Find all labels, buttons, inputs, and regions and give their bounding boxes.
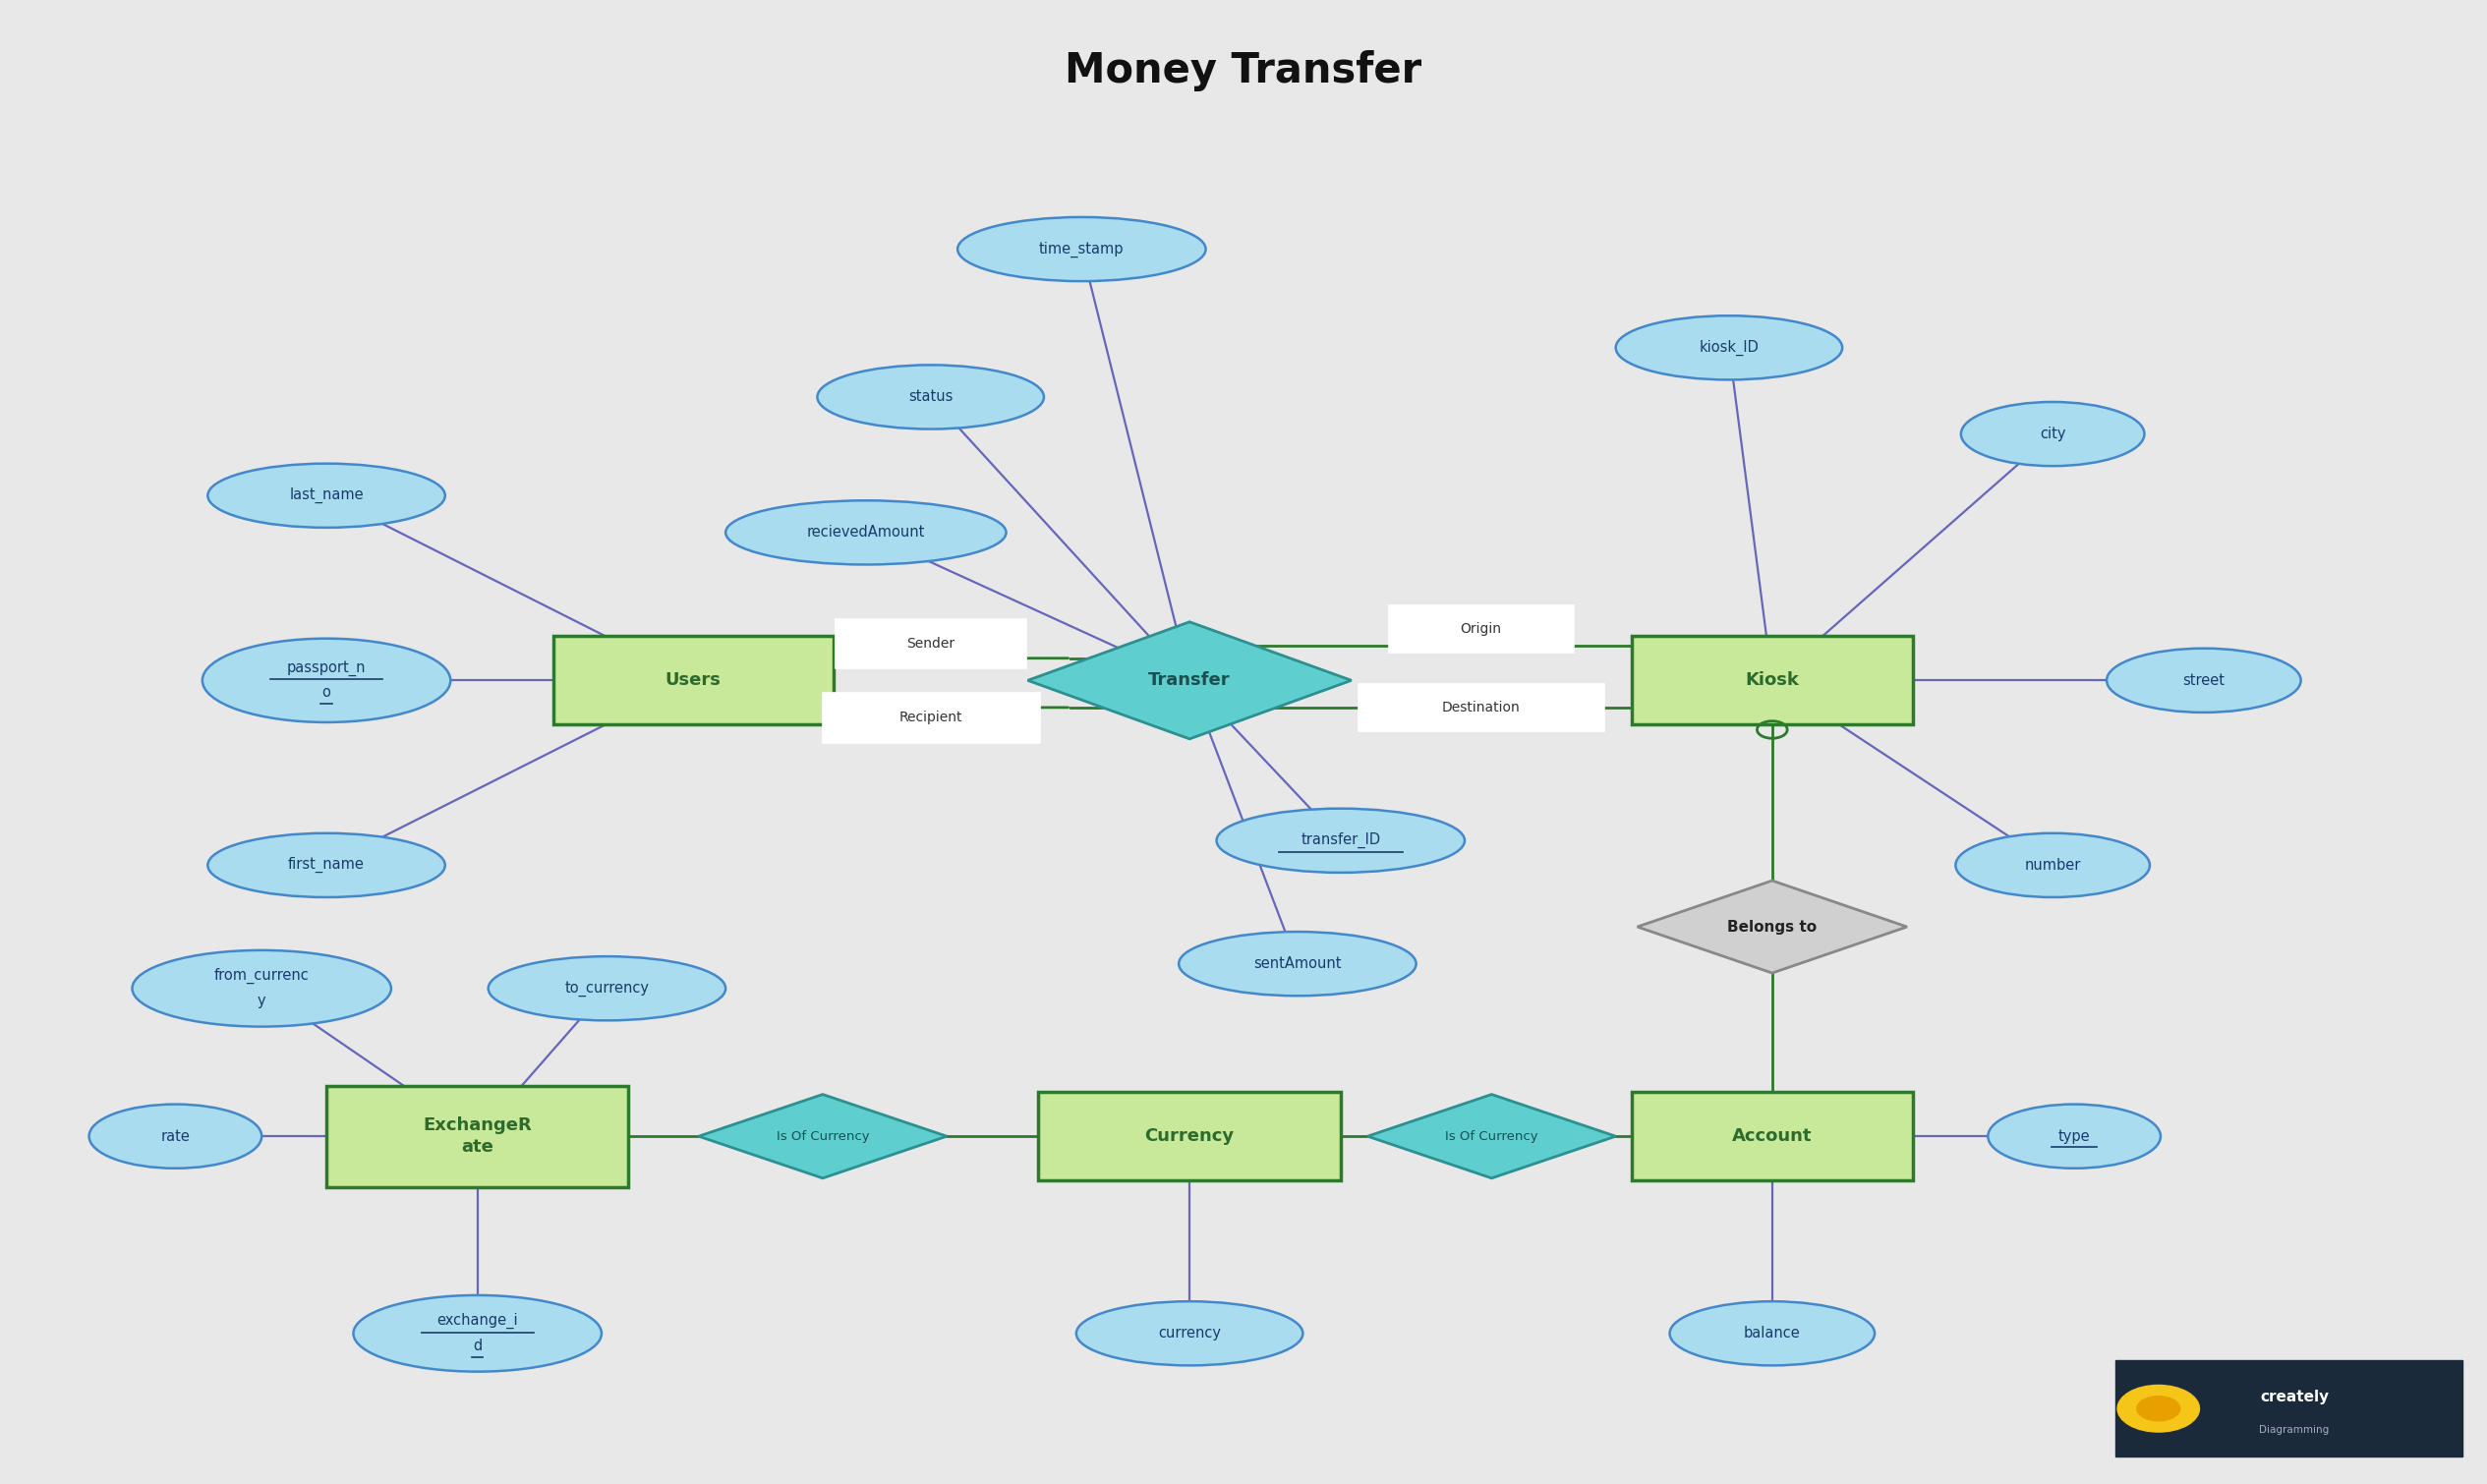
Polygon shape	[1368, 1094, 1617, 1178]
FancyBboxPatch shape	[2116, 1361, 2462, 1457]
Ellipse shape	[818, 365, 1045, 429]
Ellipse shape	[2106, 649, 2300, 712]
FancyBboxPatch shape	[1358, 684, 1604, 732]
Ellipse shape	[726, 500, 1007, 564]
Text: Transfer: Transfer	[1149, 672, 1231, 689]
Text: recievedAmount: recievedAmount	[806, 525, 925, 540]
Text: number: number	[2024, 858, 2082, 873]
Text: Sender: Sender	[905, 637, 955, 650]
Text: street: street	[2184, 674, 2226, 687]
FancyBboxPatch shape	[1040, 1092, 1340, 1181]
Text: time_stamp: time_stamp	[1040, 242, 1124, 257]
Ellipse shape	[132, 950, 390, 1027]
Ellipse shape	[1669, 1301, 1875, 1365]
Text: status: status	[908, 390, 953, 404]
Ellipse shape	[1955, 833, 2149, 898]
Ellipse shape	[209, 833, 445, 898]
Text: Recipient: Recipient	[898, 711, 962, 724]
Ellipse shape	[209, 463, 445, 528]
Text: last_name: last_name	[288, 488, 363, 503]
Ellipse shape	[1987, 1104, 2161, 1168]
Text: city: city	[2039, 426, 2067, 441]
Text: Destination: Destination	[1442, 700, 1520, 714]
Ellipse shape	[487, 956, 726, 1021]
Ellipse shape	[1960, 402, 2144, 466]
Ellipse shape	[90, 1104, 261, 1168]
Ellipse shape	[1216, 809, 1465, 873]
Ellipse shape	[1617, 316, 1843, 380]
Text: Kiosk: Kiosk	[1746, 672, 1798, 689]
Text: Belongs to: Belongs to	[1728, 920, 1818, 935]
Ellipse shape	[353, 1296, 602, 1371]
Text: Origin: Origin	[1460, 622, 1502, 635]
Text: balance: balance	[1743, 1327, 1801, 1340]
Text: to_currency: to_currency	[565, 981, 649, 996]
Text: kiosk_ID: kiosk_ID	[1699, 340, 1758, 356]
Text: Diagramming: Diagramming	[2258, 1425, 2330, 1435]
Text: d: d	[473, 1339, 482, 1353]
Ellipse shape	[1179, 932, 1415, 996]
Polygon shape	[1027, 622, 1350, 739]
Text: sentAmount: sentAmount	[1253, 956, 1340, 971]
Circle shape	[2116, 1385, 2199, 1432]
FancyBboxPatch shape	[1631, 1092, 1913, 1181]
FancyBboxPatch shape	[1631, 637, 1913, 724]
FancyBboxPatch shape	[552, 637, 833, 724]
Text: Account: Account	[1731, 1128, 1813, 1146]
Text: transfer_ID: transfer_ID	[1301, 833, 1380, 849]
Text: from_currenc: from_currenc	[214, 968, 308, 984]
Polygon shape	[1636, 880, 1908, 974]
Ellipse shape	[957, 217, 1206, 280]
FancyBboxPatch shape	[1388, 604, 1574, 653]
FancyBboxPatch shape	[821, 692, 1040, 742]
Text: passport_n: passport_n	[286, 660, 366, 675]
Text: ExchangeR
ate: ExchangeR ate	[423, 1116, 532, 1156]
Text: Users: Users	[667, 672, 721, 689]
Circle shape	[2136, 1396, 2181, 1420]
Text: Is Of Currency: Is Of Currency	[1445, 1129, 1537, 1143]
Text: currency: currency	[1159, 1327, 1221, 1340]
Text: y: y	[259, 993, 266, 1008]
Text: first_name: first_name	[288, 858, 366, 873]
Text: rate: rate	[162, 1129, 189, 1144]
Text: type: type	[2059, 1129, 2089, 1144]
Text: Money Transfer: Money Transfer	[1064, 50, 1423, 91]
Text: exchange_i: exchange_i	[438, 1313, 517, 1330]
FancyBboxPatch shape	[836, 619, 1027, 669]
Text: Is Of Currency: Is Of Currency	[776, 1129, 870, 1143]
Text: o: o	[321, 686, 331, 700]
Ellipse shape	[201, 638, 450, 723]
Polygon shape	[699, 1094, 948, 1178]
Text: Currency: Currency	[1144, 1128, 1234, 1146]
FancyBboxPatch shape	[326, 1086, 629, 1187]
Text: creately: creately	[2261, 1391, 2328, 1405]
Ellipse shape	[1077, 1301, 1303, 1365]
